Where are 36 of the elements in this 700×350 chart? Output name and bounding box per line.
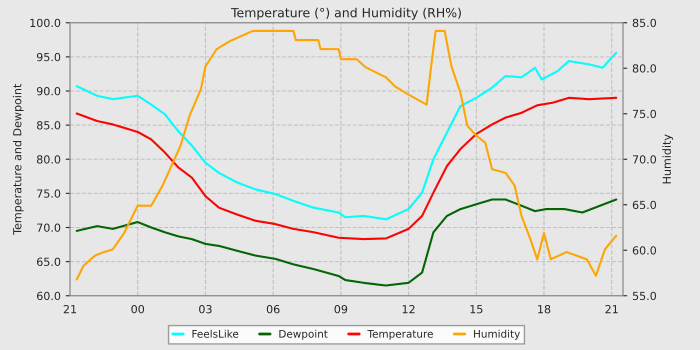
x-tick-label: 21 bbox=[605, 304, 618, 314]
legend-label: FeelsLike bbox=[192, 330, 238, 338]
y2-axis-title: Humidity bbox=[662, 134, 674, 184]
y-tick-label: 90.0 bbox=[36, 86, 60, 96]
y2-tick-label: 75.0 bbox=[632, 110, 656, 118]
x-tick-label: 00 bbox=[131, 304, 144, 314]
legend-label: Temperature bbox=[367, 330, 433, 340]
line-series bbox=[76, 30, 618, 280]
y-tick-label: 95.0 bbox=[36, 52, 60, 62]
y2-tick-label: 80.0 bbox=[632, 64, 656, 73]
y-axis-title: Temperature and Dewpoint bbox=[12, 84, 24, 235]
line-series bbox=[76, 52, 618, 220]
x-tick-label: 09 bbox=[334, 304, 348, 314]
y2-tick-label: 65.0 bbox=[632, 200, 656, 210]
line-series bbox=[76, 96, 618, 240]
x-tick-label: 15 bbox=[470, 305, 482, 314]
y-tick-label: 80.0 bbox=[36, 155, 60, 164]
line-series bbox=[76, 198, 618, 287]
chart-title: Temperature (°) and Humidity (RH%) bbox=[230, 8, 461, 20]
y2-tick-label: 60.0 bbox=[632, 246, 656, 255]
y-tick-label: 60.0 bbox=[37, 292, 60, 300]
y-tick-label: 75.0 bbox=[37, 189, 60, 198]
x-tick-label: 03 bbox=[199, 304, 212, 314]
y-tick-label: 100.0 bbox=[30, 18, 60, 28]
x-tick-label: 18 bbox=[538, 304, 550, 314]
y2-tick-label: 85.0 bbox=[632, 18, 656, 28]
y2-tick-label: 55.0 bbox=[632, 292, 656, 300]
y-tick-label: 65.0 bbox=[37, 258, 60, 266]
legend-label: Dewpoint bbox=[279, 330, 328, 340]
legend-label: Humidity bbox=[474, 330, 520, 340]
y2-tick-label: 70.0 bbox=[632, 155, 656, 164]
x-tick-label: 12 bbox=[402, 304, 415, 314]
y-tick-label: 85.0 bbox=[36, 121, 60, 130]
y-tick-label: 70.0 bbox=[37, 223, 60, 232]
x-tick-label: 21 bbox=[64, 304, 76, 314]
x-tick-label: 06 bbox=[266, 304, 280, 314]
